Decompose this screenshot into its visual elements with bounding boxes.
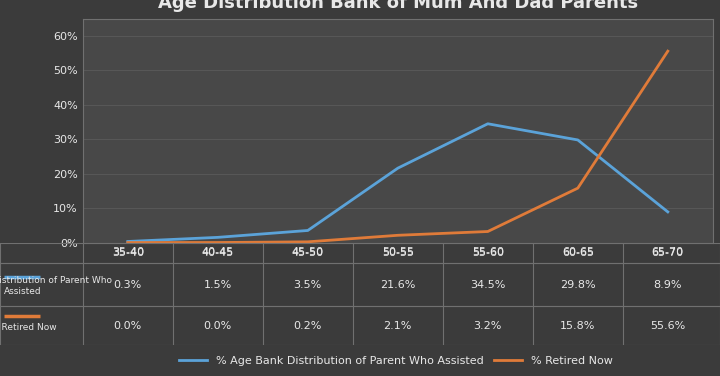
Text: 0.2%: 0.2% (294, 321, 322, 331)
Text: 8.9%: 8.9% (654, 280, 682, 290)
Text: 29.8%: 29.8% (560, 280, 595, 290)
Text: 1.5%: 1.5% (204, 280, 232, 290)
Text: 45-50: 45-50 (292, 248, 324, 258)
Text: 55-60: 55-60 (472, 248, 504, 258)
Text: 35-40: 35-40 (112, 248, 144, 258)
Text: % Retired Now: % Retired Now (0, 323, 56, 332)
Text: 2.1%: 2.1% (384, 321, 412, 331)
Text: 55.6%: 55.6% (650, 321, 685, 331)
Title: Age Distribution Bank of Mum And Dad Parents: Age Distribution Bank of Mum And Dad Par… (158, 0, 638, 12)
Text: 60-65: 60-65 (562, 248, 594, 258)
Text: 0.0%: 0.0% (204, 321, 232, 331)
Text: 3.2%: 3.2% (474, 321, 502, 331)
Text: 21.6%: 21.6% (380, 280, 415, 290)
Text: 15.8%: 15.8% (560, 321, 595, 331)
Text: 0.3%: 0.3% (114, 280, 142, 290)
Text: 0.0%: 0.0% (114, 321, 142, 331)
Text: 40-45: 40-45 (202, 248, 234, 258)
Text: 50-55: 50-55 (382, 248, 414, 258)
Legend: % Age Bank Distribution of Parent Who Assisted, % Retired Now: % Age Bank Distribution of Parent Who As… (174, 352, 618, 370)
Text: 34.5%: 34.5% (470, 280, 505, 290)
Text: 65-70: 65-70 (652, 248, 684, 258)
Text: % Age Bank Distribution of Parent Who
Assisted: % Age Bank Distribution of Parent Who As… (0, 276, 112, 296)
Text: 3.5%: 3.5% (294, 280, 322, 290)
